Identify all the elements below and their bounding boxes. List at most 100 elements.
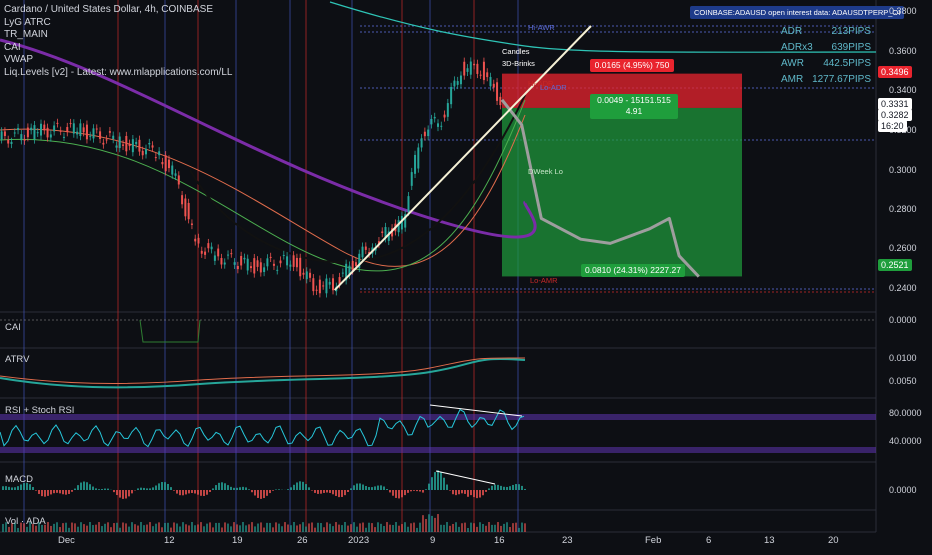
- macd-bar: [389, 490, 391, 492]
- indicator-liq-levels[interactable]: Liq.Levels [v2] - Latest: www.mlapplicat…: [4, 67, 232, 80]
- candle-body: [325, 279, 327, 294]
- candle-body: [50, 134, 52, 137]
- candle-body: [79, 123, 81, 136]
- volume-bar: [353, 522, 355, 532]
- price-tag-stop: 0.3496: [878, 66, 912, 78]
- macd-bar: [56, 490, 58, 493]
- pane-title-atrv[interactable]: ATRV: [5, 354, 29, 365]
- macd-bar: [386, 489, 388, 490]
- macd-bar: [185, 490, 187, 494]
- macd-bar: [101, 489, 103, 490]
- macd-bar: [299, 481, 301, 490]
- macd-bar: [287, 489, 289, 490]
- candle-body: [306, 271, 308, 279]
- pane-title-rsi[interactable]: RSI + Stoch RSI: [5, 405, 74, 416]
- candle-body: [47, 128, 49, 138]
- candle-body: [434, 117, 436, 118]
- volume-bar: [140, 522, 142, 532]
- volume-bar: [398, 526, 400, 532]
- macd-bar: [458, 490, 460, 494]
- macd-bar: [266, 490, 268, 496]
- indicator-cai[interactable]: CAI: [4, 42, 232, 55]
- volume-bar: [182, 522, 184, 532]
- volume-bar: [515, 523, 517, 532]
- macd-bar: [320, 490, 322, 494]
- volume-bar: [407, 527, 409, 532]
- macd-bar: [425, 489, 427, 490]
- macd-bar: [77, 485, 79, 490]
- macd-bar: [221, 482, 223, 490]
- candle-body: [89, 136, 91, 137]
- volume-bar: [455, 522, 457, 532]
- volume-bar: [158, 522, 160, 532]
- macd-bar: [323, 490, 325, 493]
- macd-bar: [50, 490, 52, 494]
- volume-bar: [146, 525, 148, 532]
- candle-body: [201, 251, 203, 254]
- open-interest-badge[interactable]: COINBASE:ADAUSD open interest data: ADAU…: [690, 6, 904, 19]
- volume-bar: [161, 527, 163, 532]
- macd-bar: [233, 488, 235, 490]
- pane-title-cai[interactable]: CAI: [5, 322, 21, 333]
- candle-body: [293, 255, 295, 267]
- symbol-title[interactable]: Cardano / United States Dollar, 4h, COIN…: [4, 4, 232, 17]
- volume-bar: [230, 526, 232, 532]
- pane-title-macd[interactable]: MACD: [5, 474, 33, 485]
- indicator-vwap[interactable]: VWAP: [4, 54, 232, 67]
- volume-bar: [8, 527, 10, 532]
- entry-box: 0.0049 - 15151.515 4.91: [590, 94, 678, 119]
- macd-bar: [227, 485, 229, 490]
- volume-bar: [257, 524, 259, 532]
- macd-bar: [224, 483, 226, 490]
- volume-bar: [47, 522, 49, 532]
- volume-bar: [83, 524, 85, 532]
- volume-bar: [488, 522, 490, 532]
- macd-bar: [212, 488, 214, 490]
- volume-bar: [413, 523, 415, 532]
- macd-bar: [146, 488, 148, 490]
- macd-bar: [20, 484, 22, 490]
- macd-bar: [515, 484, 517, 490]
- indicator-tr-main[interactable]: TR_MAIN: [4, 29, 232, 42]
- macd-bar: [197, 490, 199, 495]
- candle-body: [217, 249, 219, 257]
- macd-bar: [344, 490, 346, 495]
- candle-body: [381, 232, 383, 233]
- macd-bar: [218, 483, 220, 490]
- volume-bar: [497, 522, 499, 532]
- candle-body: [109, 131, 111, 133]
- macd-bar: [374, 486, 376, 490]
- macd-bar: [5, 486, 7, 490]
- stats-label: ADRx3: [781, 40, 813, 56]
- volume-bar: [290, 525, 292, 532]
- candle-body: [20, 134, 22, 140]
- macd-bar: [311, 490, 313, 491]
- candle-body: [76, 132, 78, 135]
- indicator-lyg-atrc[interactable]: LyG ATRC: [4, 17, 232, 30]
- volume-bar: [269, 523, 271, 532]
- volume-bar: [143, 525, 145, 532]
- candle-body: [1, 131, 3, 139]
- volume-bar: [512, 523, 514, 532]
- candle-body: [102, 143, 104, 145]
- volume-bar: [332, 526, 334, 532]
- volume-bar: [293, 522, 295, 532]
- macd-bar: [494, 485, 496, 490]
- volume-bar: [284, 522, 286, 532]
- candle-body: [138, 140, 140, 152]
- macd-bar: [362, 485, 364, 490]
- volume-bar: [500, 526, 502, 532]
- volume-bar: [101, 526, 103, 532]
- volume-bar: [56, 522, 58, 532]
- candle-body: [430, 119, 432, 124]
- volume-bar: [395, 522, 397, 532]
- pane-title-volume[interactable]: Vol · ADA: [5, 516, 46, 527]
- macd-bar: [482, 490, 484, 495]
- volume-bar: [272, 527, 274, 532]
- macd-bar: [314, 490, 316, 493]
- cai-value: 0.0000: [889, 315, 917, 325]
- volume-bar: [521, 523, 523, 532]
- candle-body: [276, 270, 278, 271]
- candle-body: [414, 155, 416, 174]
